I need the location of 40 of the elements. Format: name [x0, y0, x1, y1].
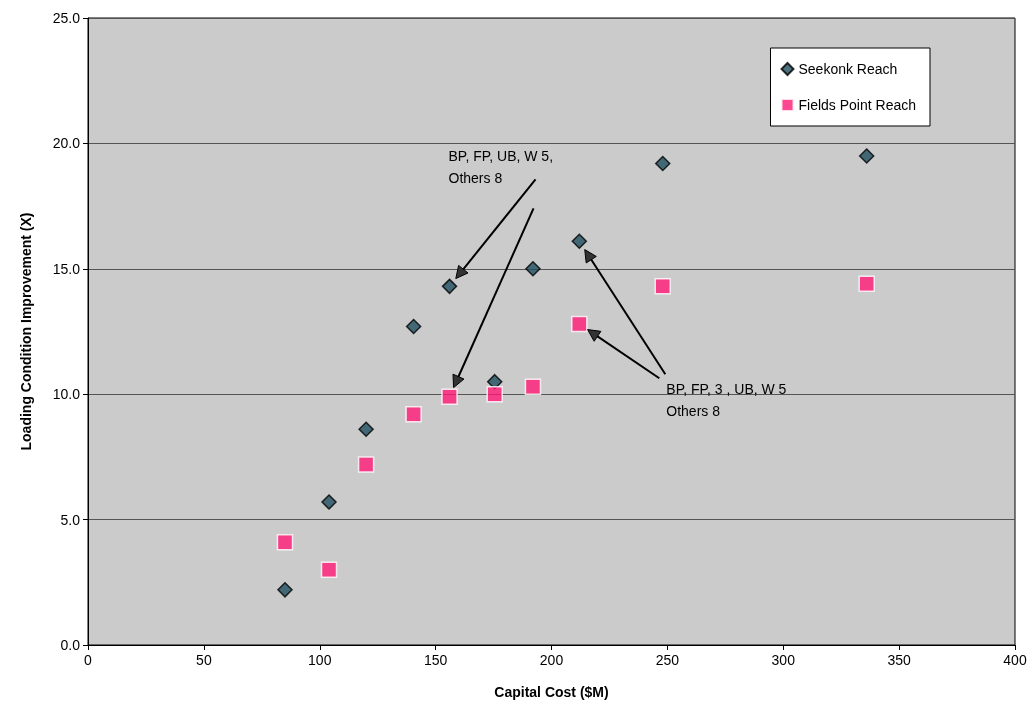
y-tick-label: 5.0: [60, 511, 81, 528]
x-tick-label: 200: [539, 652, 564, 668]
y-tick-label: 0.0: [60, 637, 81, 653]
point: [277, 582, 293, 598]
point: [320, 561, 338, 579]
point: [276, 533, 294, 551]
point: [654, 278, 671, 295]
point: [524, 378, 542, 395]
point: [405, 318, 422, 335]
x-tick-label: 250: [655, 652, 680, 668]
point: [858, 148, 875, 164]
point: [654, 155, 671, 172]
point: [441, 278, 458, 295]
x-tick-label: 350: [887, 652, 912, 668]
y-tick-label: 20.0: [52, 135, 81, 152]
point: [405, 406, 422, 423]
x-tick-label: 150: [423, 652, 448, 668]
x-axis-title: Capital Cost ($M): [494, 684, 609, 700]
point: [358, 421, 374, 438]
annotation: BP, FP, 3 , UB, W 5 Others 8: [666, 381, 787, 420]
y-tick-label: 10.0: [52, 386, 81, 403]
x-tick-label: 50: [196, 652, 212, 668]
point: [525, 261, 541, 277]
y-tick-label: 25.0: [52, 10, 81, 26]
x-tick-label: 0: [84, 652, 93, 668]
legend-label: Seekonk Reach: [798, 61, 898, 77]
legend-label: Fields Point Reach: [798, 97, 917, 113]
point: [858, 275, 875, 293]
point: [486, 385, 503, 403]
point: [441, 388, 458, 405]
y-tick-label: 15.0: [52, 260, 81, 277]
annotation: BP, FP, UB, W 5, Others 8: [448, 148, 554, 187]
point: [571, 233, 588, 249]
point: [357, 456, 375, 473]
point: [571, 315, 588, 333]
point: [321, 494, 337, 510]
x-tick-label: 100: [308, 652, 332, 668]
y-axis-title: Loading Condition Improvement (X): [18, 212, 34, 451]
x-tick-label: 400: [1003, 652, 1027, 668]
x-tick-label: 300: [771, 652, 796, 668]
